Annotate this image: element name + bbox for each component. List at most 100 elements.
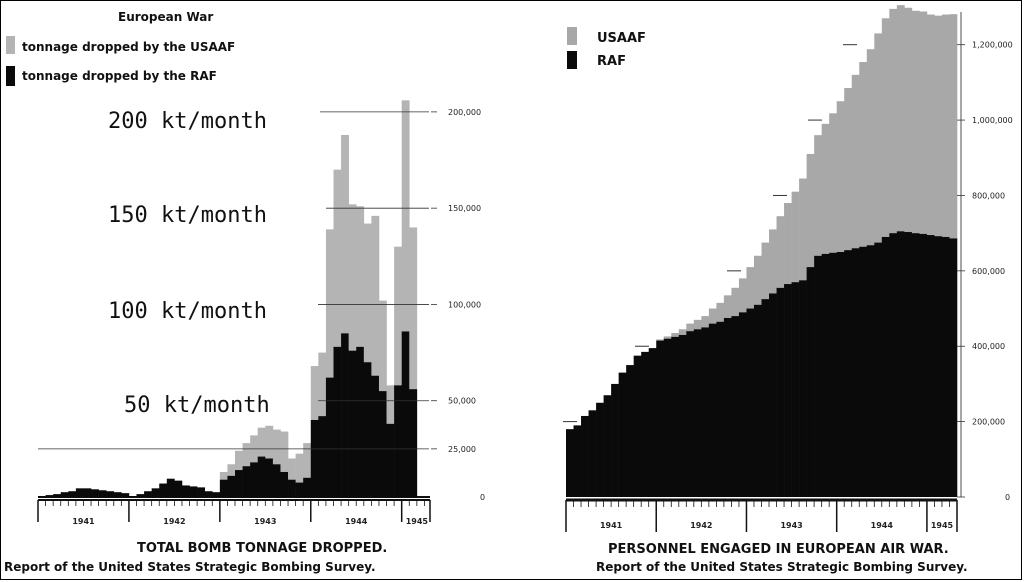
usaaf-personnel-step	[686, 323, 695, 332]
raf-tonnage-bar	[38, 496, 46, 497]
raf-tonnage-bar	[333, 346, 342, 497]
usaaf-personnel-step	[656, 339, 665, 341]
usaaf-tonnage-bar	[242, 443, 251, 467]
raf-tonnage-bar	[45, 495, 54, 497]
usaaf-tonnage-bar	[348, 204, 357, 351]
raf-tonnage-bar	[257, 456, 266, 497]
raf-personnel-step	[941, 236, 950, 497]
raf-tonnage-bar	[356, 346, 365, 497]
usaaf-personnel-step	[851, 74, 860, 249]
usaaf-personnel-step	[799, 178, 807, 281]
raf-personnel-step	[896, 231, 905, 497]
raf-personnel-step	[648, 348, 657, 497]
usaaf-personnel-step	[919, 11, 928, 234]
raf-personnel-step	[708, 323, 717, 497]
usaaf-personnel-step	[814, 135, 822, 256]
usaaf-personnel-step	[776, 216, 785, 288]
raf-personnel-step	[663, 338, 672, 497]
usaaf-tonnage-bar	[394, 246, 402, 386]
usaaf-personnel-step	[881, 18, 890, 237]
raf-personnel-step	[904, 232, 913, 497]
usaaf-tonnage-bar	[295, 453, 304, 483]
raf-tonnage-bar	[242, 466, 251, 497]
raf-tonnage-bar	[394, 385, 402, 497]
usaaf-personnel-step	[753, 255, 762, 305]
raf-tonnage-bar	[144, 491, 152, 497]
raf-tonnage-bar	[401, 331, 410, 497]
raf-personnel-step	[814, 255, 822, 497]
usaaf-tonnage-bar	[401, 100, 410, 332]
raf-tonnage-bar	[280, 471, 289, 497]
usaaf-tonnage-bar	[333, 169, 342, 347]
usaaf-tonnage-bar	[219, 471, 228, 480]
usaaf-tonnage-bar	[310, 366, 319, 420]
usaaf-personnel-step	[723, 295, 732, 318]
usaaf-personnel-step	[708, 308, 717, 324]
usaaf-personnel-step	[926, 14, 935, 236]
tonnage-x-axis: 1941 1942 1943 1944 1945	[37, 499, 431, 526]
tonnage-year-label: 1941	[72, 517, 95, 526]
usaaf-tonnage-bar	[303, 443, 312, 478]
raf-personnel-step	[859, 246, 868, 497]
tonnage-caption-subtitle: Report of the United States Strategic Bo…	[4, 560, 376, 574]
annotation-200kt: 200 kt/month	[108, 109, 267, 134]
usaaf-tonnage-bar	[235, 450, 243, 471]
raf-personnel-step	[603, 395, 612, 497]
usaaf-personnel-step	[701, 316, 710, 328]
raf-personnel-step	[738, 312, 747, 497]
personnel-tick-label: 1,000,000	[972, 116, 1013, 125]
usaaf-personnel-step	[836, 101, 845, 252]
raf-tonnage-bar	[151, 488, 160, 497]
annotation-150kt: 150 kt/month	[108, 203, 267, 228]
raf-personnel-step	[596, 402, 604, 497]
usaaf-personnel-step	[746, 267, 755, 309]
raf-personnel-step	[723, 317, 732, 497]
personnel-caption-subtitle: Report of the United States Strategic Bo…	[596, 560, 968, 574]
personnel-year-label: 1944	[871, 521, 894, 530]
raf-tonnage-bar	[318, 416, 327, 497]
raf-tonnage-bar	[325, 377, 334, 497]
raf-personnel-step	[949, 238, 958, 497]
usaaf-personnel-step	[791, 191, 800, 283]
raf-personnel-step	[761, 299, 770, 497]
personnel-year-label: 1943	[780, 521, 802, 530]
personnel-tick-label: 600,000	[972, 267, 1005, 276]
usaaf-personnel-step	[738, 278, 747, 313]
personnel-tick-label: 800,000	[972, 191, 1005, 200]
raf-tonnage-bar	[189, 486, 198, 497]
personnel-y-ticks: 1,200,000 1,000,000 800,000 600,000 400,000 2…	[563, 12, 1013, 502]
raf-personnel-step	[844, 250, 853, 497]
raf-personnel-step	[618, 372, 627, 497]
raf-tonnage-bar	[136, 494, 145, 497]
usaaf-personnel-step	[934, 15, 943, 237]
usaaf-personnel-step	[731, 287, 740, 317]
raf-personnel-step	[791, 282, 800, 497]
raf-tonnage-bar	[409, 389, 418, 497]
raf-personnel-step	[829, 252, 837, 497]
tonnage-tick-label: 25,000	[448, 445, 476, 454]
raf-tonnage-bar	[128, 496, 137, 497]
usaaf-personnel-step	[678, 329, 687, 335]
usaaf-personnel-step	[949, 14, 958, 239]
usaaf-personnel-step	[821, 123, 830, 254]
personnel-year-label: 1945	[931, 521, 954, 530]
raf-personnel-step	[889, 233, 898, 497]
raf-tonnage-bar	[166, 478, 175, 497]
usaaf-tonnage-bar	[386, 385, 395, 424]
raf-tonnage-bar	[68, 491, 77, 497]
personnel-year-label: 1941	[600, 521, 623, 530]
personnel-x-axis: 1941 1942 1943 1944 1945	[565, 498, 958, 532]
legend-usaaf-label: tonnage dropped by the USAAF	[22, 40, 235, 54]
personnel-year-label: 1942	[690, 521, 712, 530]
raf-tonnage-bar	[98, 490, 107, 497]
raf-tonnage-bar	[75, 488, 84, 497]
raf-personnel-step	[769, 293, 777, 497]
usaaf-tonnage-bar	[363, 223, 372, 363]
usaaf-tonnage-bar	[318, 352, 327, 417]
usaaf-personnel-step	[874, 33, 883, 243]
raf-personnel-step	[821, 253, 830, 497]
raf-personnel-step	[851, 248, 860, 497]
raf-personnel-step	[588, 410, 597, 497]
usaaf-tonnage-bar	[272, 429, 281, 465]
